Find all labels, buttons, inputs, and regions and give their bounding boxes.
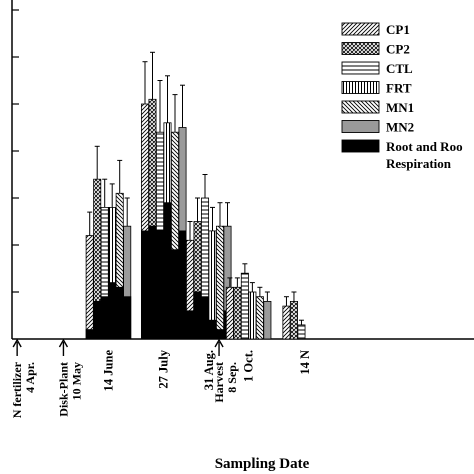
event-arrow-head [214, 338, 224, 348]
legend-label: CP2 [386, 42, 410, 57]
bar-cp1 [225, 286, 234, 340]
bar-root-respiration [178, 230, 187, 340]
bar-root-respiration [193, 291, 202, 340]
bar-mn1 [216, 225, 225, 340]
legend-swatch [341, 120, 380, 133]
legend-swatch [341, 42, 380, 55]
event-label: 10 May [69, 362, 83, 400]
bar-mn1 [255, 296, 264, 340]
event-marker: Disk-Plant 10 May [56, 338, 83, 417]
bar-root-respiration [208, 319, 217, 340]
x-tick-label: 27 July [157, 349, 171, 388]
x-tick-label: 14 June [101, 350, 115, 392]
event-arrow-head [58, 338, 69, 348]
bar-cp2 [289, 300, 298, 340]
x-tick-label: 31 Aug. [202, 350, 216, 390]
bar-ctl [240, 272, 249, 340]
bar-cp1 [282, 305, 291, 340]
event-label: N fertilizer [10, 361, 24, 418]
legend-label: MN1 [386, 100, 414, 115]
legend-item: MN1 [341, 100, 414, 115]
bar-root-respiration [85, 329, 94, 340]
event-marker: Harvest 8 Sep. [212, 338, 239, 403]
bar-group [186, 174, 232, 340]
legend-label: Respiration [386, 156, 452, 171]
x-tick-labels: 14 June 27 July 31 Aug. 1 Oct. 14 N [101, 349, 312, 391]
legend-label: CP1 [386, 22, 410, 37]
bar-group [85, 145, 132, 340]
bar-root-respiration [100, 296, 109, 340]
bar-root-respiration [108, 282, 117, 340]
x-tick-label: 1 Oct. [242, 350, 256, 382]
bar-group [225, 263, 272, 340]
event-label: Disk-Plant [56, 362, 70, 417]
bar-root-respiration [115, 286, 124, 340]
bar-root-respiration [148, 225, 157, 340]
event-label: 8 Sep. [225, 362, 239, 393]
bar-group [140, 51, 187, 340]
event-arrow-head [12, 338, 22, 348]
bar-root-respiration [155, 230, 164, 340]
legend-item: CP2 [341, 42, 410, 57]
legend-swatch [341, 61, 380, 75]
bar-root-respiration [93, 300, 102, 340]
bar-root-respiration [163, 202, 172, 340]
legend-swatch [341, 100, 380, 114]
bar-groups [85, 51, 306, 340]
bar-cp2 [233, 286, 242, 340]
legend-label: MN2 [386, 120, 414, 135]
bar-frt [248, 291, 257, 340]
event-label: 4 Apr. [23, 362, 37, 393]
legend-label: FRT [386, 81, 412, 96]
x-tick-label: 14 N [298, 350, 312, 375]
legend-item: CTL [341, 61, 413, 76]
legend-swatch [341, 81, 380, 94]
legend-item: MN2 [341, 120, 414, 135]
bar-root-respiration [170, 249, 179, 340]
event-marker: N fertilizer 4 Apr. [10, 338, 37, 418]
legend-item-root: Root and Roo Respiration [341, 139, 463, 171]
legend-swatch [341, 22, 380, 36]
event-markers: N fertilizer 4 Apr. Disk-Plant 10 May Harves… [10, 338, 239, 418]
bar-root-respiration [186, 310, 195, 340]
event-label: Harvest [212, 362, 226, 403]
bar-root-respiration [123, 296, 132, 340]
legend-label: CTL [386, 61, 413, 76]
bar-root-respiration [201, 296, 210, 340]
bar-root-respiration [140, 230, 149, 340]
bar-mn2 [263, 300, 272, 340]
bar-ctl [297, 324, 306, 340]
legend-item: CP1 [341, 22, 410, 37]
legend: CP1 CP2 CTL FRT MN1 MN2 Root and Roo Respiratio… [341, 22, 463, 171]
legend-item: FRT [341, 81, 412, 96]
x-axis-label: Sampling Date [215, 456, 310, 472]
legend-label: Root and Roo [386, 139, 463, 154]
bar-cp1 [85, 235, 94, 340]
bar-group [282, 291, 306, 340]
bar-root-respiration [216, 329, 225, 340]
legend-swatch [341, 139, 380, 153]
